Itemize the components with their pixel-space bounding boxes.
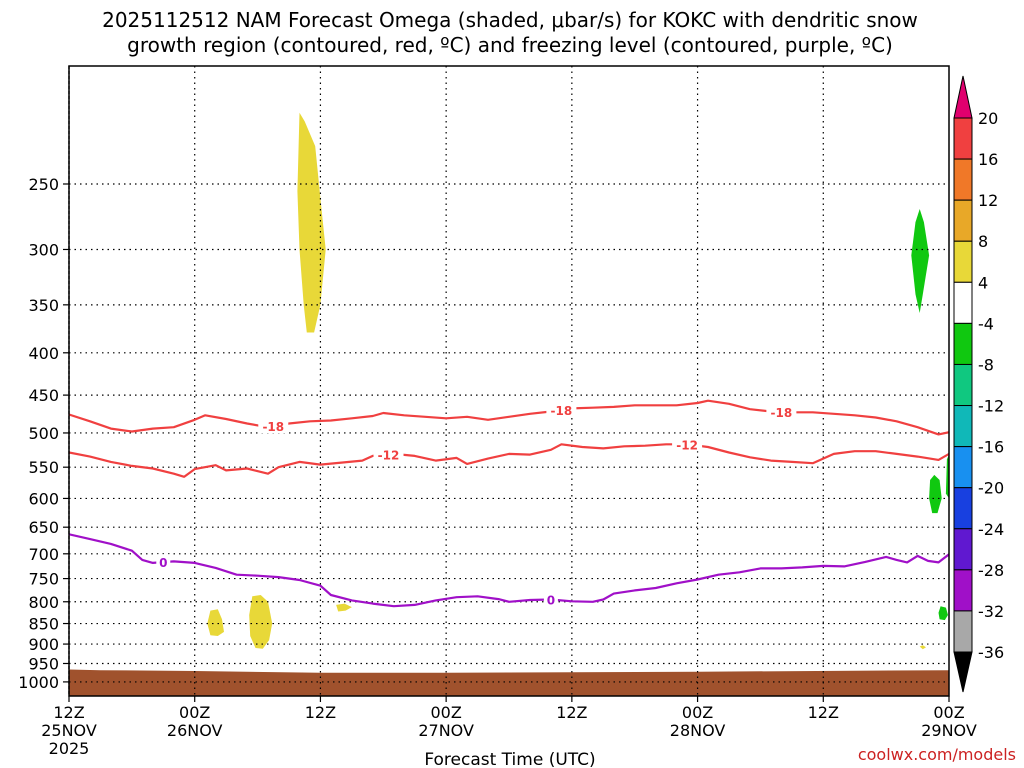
x-tick-label: 25NOV [41,721,97,740]
contour-line-0 [69,533,949,608]
colorbar-swatch [953,363,973,407]
colorbar-bottom-arrow [953,651,973,693]
y-tick-label: 800 [28,593,59,612]
contour-label-bg [373,446,404,462]
contour-label--18: -18 [551,404,573,418]
omega-shaded-region [929,474,942,514]
colorbar-level-label: 12 [978,191,998,210]
contour-label-bg [258,418,289,434]
x-tick-label: 00Z [933,703,964,722]
colorbar-level-label: -28 [978,561,1004,580]
plot-area: -18 -18 -18 -12 -12 0 0 [69,66,949,696]
colorbar-swatch [953,405,973,448]
colorbar-swatch [953,322,973,365]
x-tick-label: 12Z [53,703,84,722]
colorbar-level-label: -8 [978,355,994,374]
omega-shaded-region [297,112,326,333]
contour-label-0: 0 [547,594,555,608]
colorbar-swatch [953,158,973,201]
omega-shaded-region [919,645,926,650]
colorbar-level-label: -32 [978,602,1004,621]
y-tick-label: 450 [28,386,59,405]
y-tick-label: 400 [28,344,59,363]
credit-text: coolwx.com/models [858,745,1016,764]
y-tick-label: 650 [28,518,59,537]
chart-title-line1: 2025112512 NAM Forecast Omega (shaded, μ… [102,8,918,32]
contour-label-bg [156,554,171,570]
contour-label--12: -12 [676,438,698,452]
y-tick-label: 950 [28,654,59,673]
y-tick-label: 300 [28,240,59,259]
x-tick-label: 00Z [179,703,210,722]
contour-label-bg [543,591,558,607]
colorbar-level-label: -4 [978,314,994,333]
contour-label-0: 0 [159,556,167,570]
omega-shaded-region [938,606,948,621]
colorbar-swatch [953,117,973,160]
colorbar-swatch [953,610,973,653]
colorbar-swatch [953,240,973,283]
y-tick-label: 250 [28,175,59,194]
y-tick-label: 1000 [18,673,59,692]
colorbar-level-label: 16 [978,150,998,169]
contour-line--12 [69,443,949,478]
x-tick-label: 00Z [430,703,461,722]
colorbar-swatch [953,487,973,530]
y-tick-label: 750 [28,570,59,589]
x-tick-label: 29NOV [921,721,977,740]
x-tick-label: 12Z [808,703,839,722]
y-tick-label: 500 [28,424,59,443]
colorbar-swatch [953,528,973,571]
colorbar-level-label: -20 [978,479,1004,498]
y-tick-label: 600 [28,489,59,508]
colorbar-swatch [953,446,973,489]
x-tick-label: 2025 [49,739,90,758]
x-tick-label: 28NOV [670,721,726,740]
colorbar-level-label: 20 [978,109,998,128]
x-tick-label: 00Z [682,703,713,722]
contour-label--18: -18 [771,406,793,420]
colorbar-level-label: -36 [978,643,1004,662]
omega-shaded-region [911,209,930,313]
colorbar-level-label: -24 [978,520,1004,539]
ground-terrain [69,669,949,696]
x-tick-label: 26NOV [167,721,223,740]
x-tick-label: 12Z [305,703,336,722]
colorbar-swatch [953,281,973,324]
omega-shaded-region [249,595,273,649]
chart-title-line2: growth region (contoured, red, ºC) and f… [127,33,893,57]
y-tick-label: 850 [28,615,59,634]
contour-label--18: -18 [262,420,284,434]
x-tick-label: 27NOV [418,721,474,740]
contour-label--12: -12 [378,448,400,462]
colorbar-swatch [953,199,973,242]
contour-label-bg [766,403,797,419]
colorbar-level-label: -16 [978,438,1004,457]
omega-shaded-region [336,603,352,612]
x-tick-label: 12Z [556,703,587,722]
colorbar-level-label: 8 [978,232,988,251]
y-tick-label: 350 [28,296,59,315]
contour-label-bg [672,436,703,452]
y-tick-label: 550 [28,458,59,477]
colorbar-top-arrow [953,75,973,119]
omega-shaded-region [207,609,224,636]
y-tick-label: 700 [28,545,59,564]
x-axis-label: Forecast Time (UTC) [424,750,595,768]
contour-label-bg [546,401,577,417]
contour-line--18 [69,399,949,436]
colorbar-swatch [953,569,973,612]
colorbar-level-label: 4 [978,273,988,292]
colorbar-level-label: -12 [978,397,1004,416]
omega-shaded-region [945,454,949,499]
y-tick-label: 900 [28,635,59,654]
